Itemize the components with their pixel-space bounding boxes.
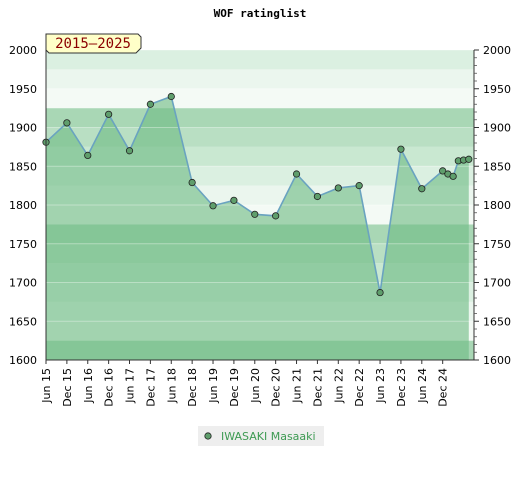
data-point[interactable]: [397, 145, 405, 153]
y-tick-label-left: 1700: [9, 277, 37, 290]
y-tick-label-left: 1600: [9, 354, 37, 367]
data-point[interactable]: [449, 172, 457, 180]
x-tick-label: Jun 15: [40, 368, 53, 404]
data-point[interactable]: [465, 155, 473, 163]
x-tick-label: Jun 19: [207, 368, 220, 404]
y-tick-label-right: 1750: [483, 238, 511, 251]
legend[interactable]: IWASAKI Masaaki: [198, 426, 324, 446]
y-tick-label-right: 1950: [483, 83, 511, 96]
period-badge-label: 2015–2025: [55, 36, 131, 52]
x-tick-label: Jun 17: [124, 368, 137, 404]
data-point[interactable]: [292, 170, 301, 178]
data-point[interactable]: [418, 185, 426, 193]
y-tick-label-left: 1750: [9, 238, 37, 251]
x-tick-label: Jun 23: [374, 368, 387, 404]
data-point[interactable]: [105, 110, 113, 118]
x-tick-label: Dec 22: [353, 368, 366, 407]
x-tick-label: Jun 16: [82, 368, 95, 404]
y-tick-label-right: 1650: [483, 315, 511, 328]
x-tick-label: Jun 24: [416, 368, 429, 404]
x-tick-label: Dec 17: [144, 368, 157, 407]
y-tick-label-right: 1900: [483, 122, 511, 135]
x-tick-label: Dec 20: [270, 368, 283, 407]
data-point[interactable]: [272, 212, 280, 220]
y-tick-label-right: 1850: [483, 160, 511, 173]
data-point[interactable]: [125, 147, 134, 155]
y-tick-label-right: 1800: [483, 199, 511, 212]
y-tick-label-right: 2000: [483, 44, 511, 57]
x-tick-label: Jun 22: [332, 368, 345, 404]
y-tick-label-left: 1900: [9, 122, 37, 135]
data-point[interactable]: [230, 196, 238, 204]
data-point[interactable]: [355, 182, 363, 190]
data-point[interactable]: [439, 167, 447, 175]
legend-marker: [204, 432, 212, 440]
data-point[interactable]: [376, 288, 384, 297]
x-tick-label: Jun 20: [249, 368, 262, 404]
x-tick-label: Dec 16: [103, 368, 116, 407]
y-tick-label-right: 1600: [483, 354, 511, 367]
data-point[interactable]: [63, 119, 71, 127]
chart-title: WOF ratinglist: [214, 7, 307, 20]
data-point[interactable]: [84, 151, 92, 159]
y-tick-label-left: 2000: [9, 44, 37, 57]
data-point[interactable]: [251, 210, 259, 218]
legend-series-label: IWASAKI Masaaki: [221, 430, 316, 443]
x-tick-label: Dec 24: [437, 368, 450, 407]
x-tick-label: Jun 18: [165, 368, 178, 404]
y-tick-label-right: 1700: [483, 277, 511, 290]
y-tick-label-left: 1800: [9, 199, 37, 212]
x-tick-label: Dec 23: [395, 368, 408, 407]
y-tick-label-left: 1850: [9, 160, 37, 173]
x-tick-label: Dec 21: [311, 368, 324, 407]
x-tick-label: Dec 18: [186, 368, 199, 407]
data-point[interactable]: [334, 184, 342, 192]
y-tick-label-left: 1650: [9, 315, 37, 328]
axes-layer: 1600 1600 1650 1650 1700 1700 1750 1750 1800 1800…: [9, 44, 511, 407]
x-tick-label: Jun 21: [291, 368, 304, 404]
x-tick-label: Dec 15: [61, 368, 74, 407]
x-tick-label: Dec 19: [228, 368, 241, 407]
data-point[interactable]: [146, 100, 154, 108]
y-tick-label-left: 1950: [9, 83, 37, 96]
period-badge: 2015–2025: [45, 33, 142, 54]
data-point[interactable]: [209, 202, 217, 210]
area-layer: [46, 96, 469, 360]
series-area: [46, 96, 469, 360]
data-point[interactable]: [167, 92, 175, 101]
marker-layer: [42, 92, 473, 297]
grid-layer: [46, 49, 474, 322]
data-point[interactable]: [188, 178, 196, 187]
data-point[interactable]: [313, 192, 322, 201]
